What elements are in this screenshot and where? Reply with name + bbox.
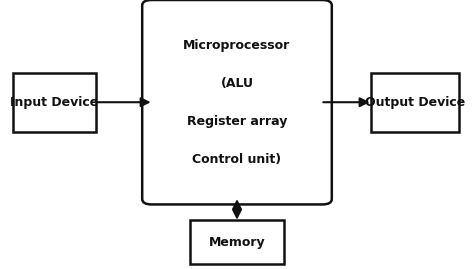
FancyBboxPatch shape xyxy=(371,73,459,132)
Text: Output Device: Output Device xyxy=(365,96,465,109)
Text: Memory: Memory xyxy=(209,236,265,249)
FancyBboxPatch shape xyxy=(13,73,96,132)
FancyBboxPatch shape xyxy=(142,0,332,204)
Text: Input Device: Input Device xyxy=(10,96,99,109)
Text: Microprocessor

(ALU

Register array

Control unit): Microprocessor (ALU Register array Contr… xyxy=(183,39,291,166)
FancyBboxPatch shape xyxy=(190,220,284,264)
